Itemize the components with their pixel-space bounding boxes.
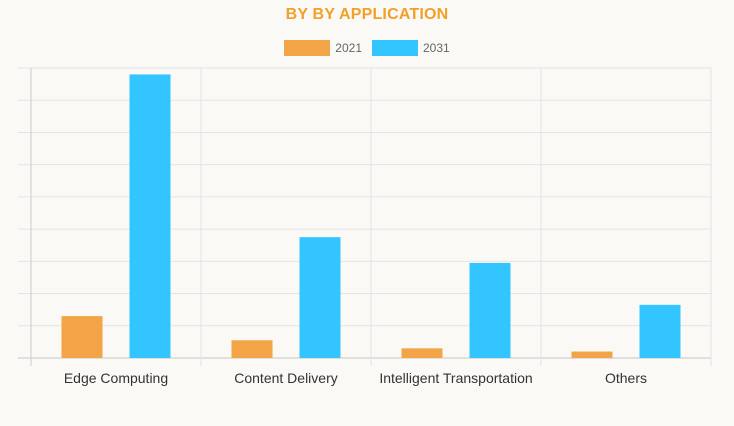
bar-2031-intelligent-transportation[interactable] bbox=[469, 262, 511, 358]
bar-2021-intelligent-transportation[interactable] bbox=[401, 348, 443, 358]
legend: 2021 2031 bbox=[0, 40, 734, 56]
legend-swatch-2021 bbox=[284, 40, 331, 56]
x-tick-label: Intelligent Transportation bbox=[379, 370, 532, 386]
chart-title: BY BY APPLICATION bbox=[285, 6, 449, 23]
legend-label-2021: 2021 bbox=[335, 41, 362, 55]
bar-2021-content-delivery[interactable] bbox=[231, 340, 273, 358]
legend-label-2031: 2031 bbox=[423, 41, 450, 55]
bar-2031-edge-computing[interactable] bbox=[129, 74, 171, 358]
bar-2031-others[interactable] bbox=[639, 304, 681, 358]
bar-2031-content-delivery[interactable] bbox=[299, 237, 341, 358]
x-tick-label: Content Delivery bbox=[234, 370, 338, 386]
legend-item-2021[interactable]: 2021 bbox=[284, 40, 362, 56]
bar-2021-edge-computing[interactable] bbox=[61, 316, 103, 358]
legend-item-2031[interactable]: 2031 bbox=[372, 40, 450, 56]
x-tick-label: Edge Computing bbox=[64, 370, 168, 386]
x-tick-label: Others bbox=[605, 370, 647, 386]
legend-swatch-2031 bbox=[372, 40, 418, 56]
bar-2021-others[interactable] bbox=[571, 351, 613, 358]
